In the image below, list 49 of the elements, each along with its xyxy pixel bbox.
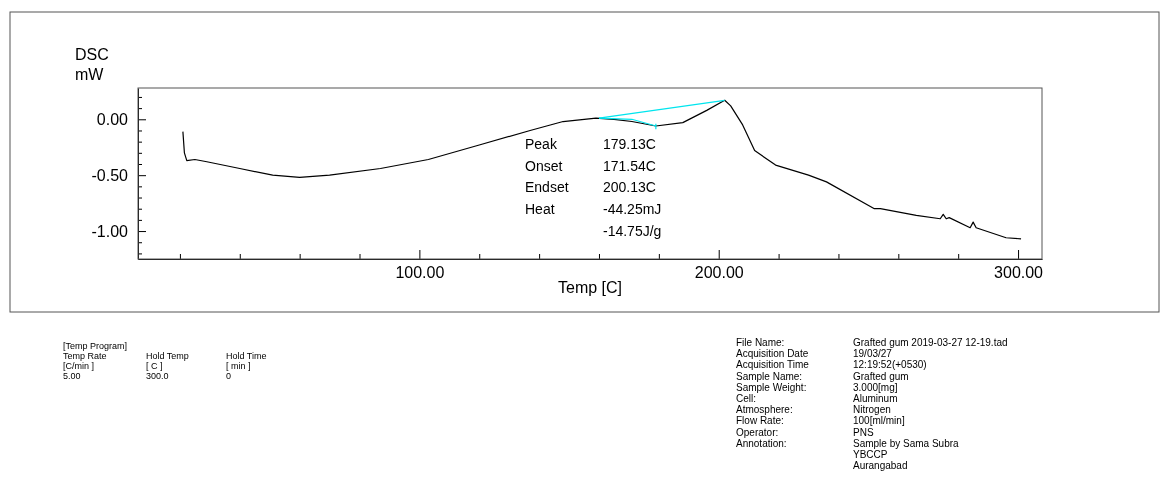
text: 12:19:52(+0530) — [853, 359, 927, 371]
text: Nitrogen — [853, 404, 891, 416]
text: Sample Weight: — [736, 381, 807, 393]
text: 19/03/27 — [853, 348, 893, 360]
text: [Temp Program] — [63, 341, 128, 351]
text: 5.00 — [63, 371, 81, 381]
annotation: Endset — [525, 179, 569, 196]
text: Hold Temp — [146, 351, 189, 361]
text: Sample by Sama Subra — [853, 437, 960, 449]
text: Cell: — [736, 393, 757, 404]
x-tick-label: 200.00 — [694, 264, 744, 282]
x-tick-label: 100.00 — [395, 264, 445, 282]
annotation: 179.13C — [603, 136, 656, 152]
annotation: Onset — [525, 157, 563, 174]
y-axis-title: DSC mW — [75, 46, 109, 83]
text: 3.000[mg] — [853, 381, 898, 393]
y-tick-label: 0.00 — [96, 110, 129, 128]
text: Acquisition Time — [736, 359, 810, 371]
text: Acquisition Date — [736, 348, 809, 360]
text: Temp Rate — [63, 351, 107, 361]
text: 0 — [226, 371, 232, 381]
annotation: 171.54C — [603, 157, 656, 174]
annotation: Peak — [525, 136, 558, 152]
annotation: -44.25mJ — [603, 201, 662, 218]
text: Aurangabad — [853, 460, 908, 472]
text: Hold Time — [226, 351, 267, 361]
annotation: 200.13C — [603, 179, 656, 196]
text: File Name: — [736, 337, 785, 348]
text: 300.0 — [146, 371, 169, 381]
x-axis-title: Temp [C] — [557, 279, 623, 296]
text: [ min ] — [226, 361, 251, 371]
text: Sample Name: — [736, 370, 803, 382]
text: Flow Rate: — [736, 415, 784, 427]
text: [C/min ] — [63, 361, 95, 371]
text: YBCCP — [853, 449, 888, 460]
text: Aluminum — [853, 393, 898, 404]
text: Grafted gum — [853, 370, 909, 382]
annotation: -14.75J/g — [603, 223, 662, 239]
text: 100[ml/min] — [853, 415, 905, 427]
text: [ C ] — [146, 361, 163, 371]
annotation: Heat — [525, 201, 555, 218]
text: Annotation: — [736, 437, 787, 449]
text: Operator: — [736, 426, 779, 438]
y-tick-label: -0.50 — [91, 166, 129, 184]
text: Grafted gum 2019-03-27 12-19.tad — [853, 337, 1008, 348]
text: PNS — [853, 426, 874, 438]
y-tick-label: -1.00 — [91, 222, 129, 240]
x-tick-label: 300.00 — [994, 264, 1044, 282]
text: Atmosphere: — [736, 404, 793, 416]
